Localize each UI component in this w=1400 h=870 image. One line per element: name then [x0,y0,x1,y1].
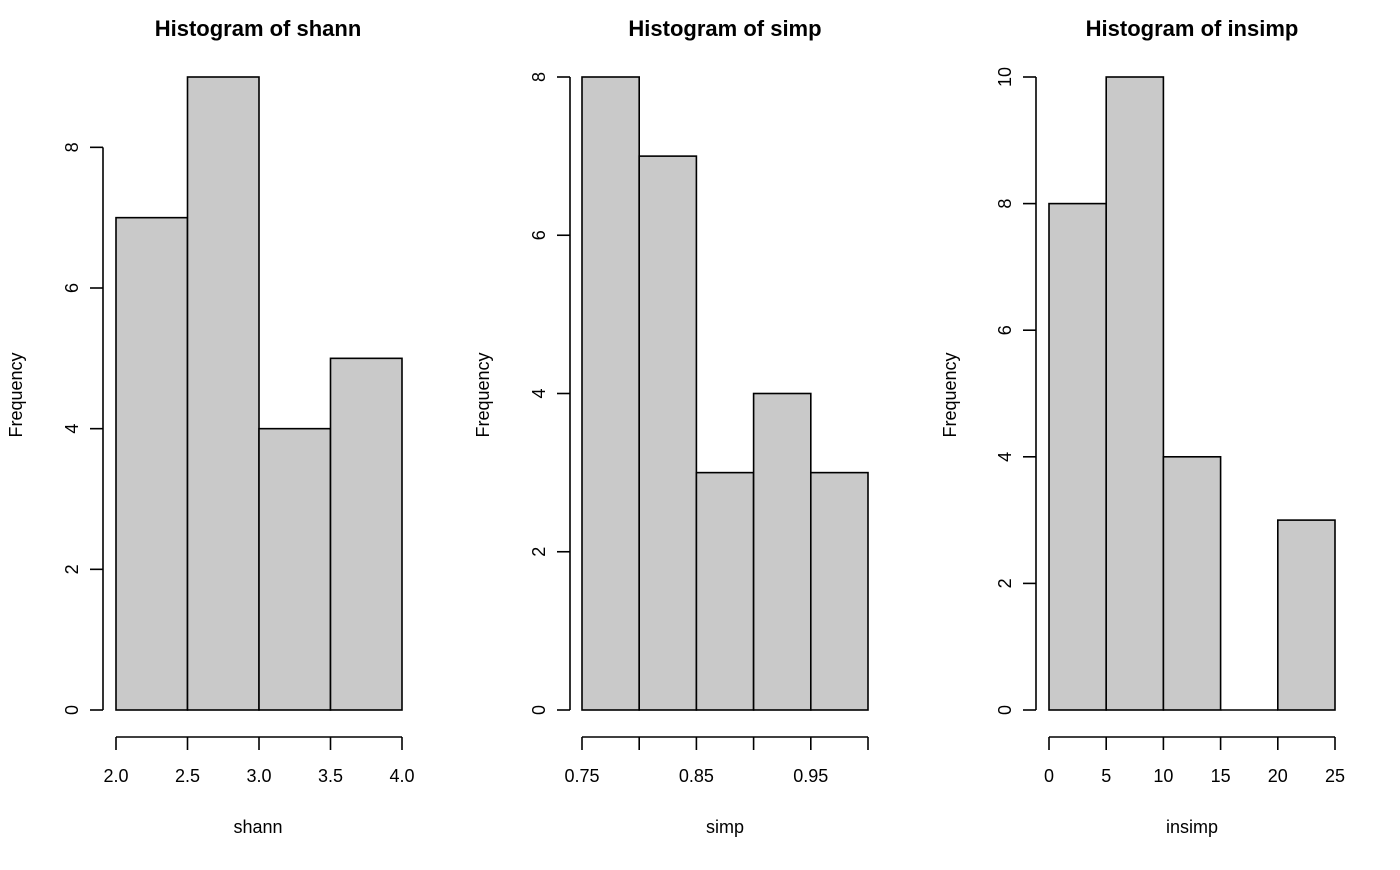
histogram-bar [1048,202,1108,711]
y-axis-label: Frequency [6,352,26,437]
x-tick-label: 0.75 [564,766,599,786]
histogram-bar [809,471,869,711]
y-tick-label: 0 [529,705,549,715]
x-axis-label: shann [233,817,282,837]
x-tick-label: 0.95 [793,766,828,786]
x-tick-label: 0 [1044,766,1054,786]
y-tick-label: 2 [529,547,549,557]
x-axis-label: simp [706,817,744,837]
y-tick-label: 8 [529,72,549,82]
y-tick-label: 10 [995,67,1015,87]
y-tick-label: 2 [62,564,82,574]
y-tick-label: 6 [995,325,1015,335]
histogram-bar [115,216,189,711]
y-axis-label: Frequency [940,352,960,437]
histogram-bar [752,392,812,711]
histogram-bar [1105,76,1165,711]
histogram-bar [258,427,332,711]
y-tick-label: 0 [62,705,82,715]
y-tick-label: 8 [995,199,1015,209]
histogram-bar [1162,455,1222,711]
chart-title: Histogram of shann [155,16,362,41]
y-tick-label: 4 [995,452,1015,462]
y-tick-label: 4 [529,388,549,398]
histogram-bar [186,76,260,711]
y-axis-label: Frequency [473,352,493,437]
y-tick-label: 2 [995,578,1015,588]
y-tick-label: 6 [62,283,82,293]
y-tick-label: 4 [62,424,82,434]
y-tick-label: 0 [995,705,1015,715]
histogram-panel-2: Histogram of simp 0 2 4 6 8 0.75 0.85 0.95 simp Fr… [473,16,869,837]
x-tick-label: 5 [1101,766,1111,786]
x-tick-label: 10 [1153,766,1173,786]
x-tick-label: 3.5 [318,766,343,786]
x-tick-label: 15 [1211,766,1231,786]
x-tick-label: 20 [1268,766,1288,786]
histogram-bar [329,357,403,711]
x-tick-label: 2.0 [103,766,128,786]
histogram-panel-1: Histogram of shann 0 2 4 6 8 2.0 2.5 3.0 3.5 4.0 sh… [6,16,415,837]
y-tick-label: 6 [529,230,549,240]
x-tick-label: 2.5 [175,766,200,786]
chart-title: Histogram of simp [628,16,821,41]
histogram-bar [1277,519,1336,711]
chart-title: Histogram of insimp [1086,16,1299,41]
x-tick-label: 0.85 [679,766,714,786]
histogram-bar [581,76,641,711]
histogram-bar [695,471,755,711]
x-tick-label: 4.0 [389,766,414,786]
histogram-panel-3: Histogram of insimp 0 2 4 6 8 10 0 5 10 15 20 25 insi… [940,16,1345,837]
x-axis-label: insimp [1166,817,1218,837]
histogram-bar [638,155,698,711]
x-tick-label: 3.0 [246,766,271,786]
x-tick-label: 25 [1325,766,1345,786]
y-tick-label: 8 [62,142,82,152]
